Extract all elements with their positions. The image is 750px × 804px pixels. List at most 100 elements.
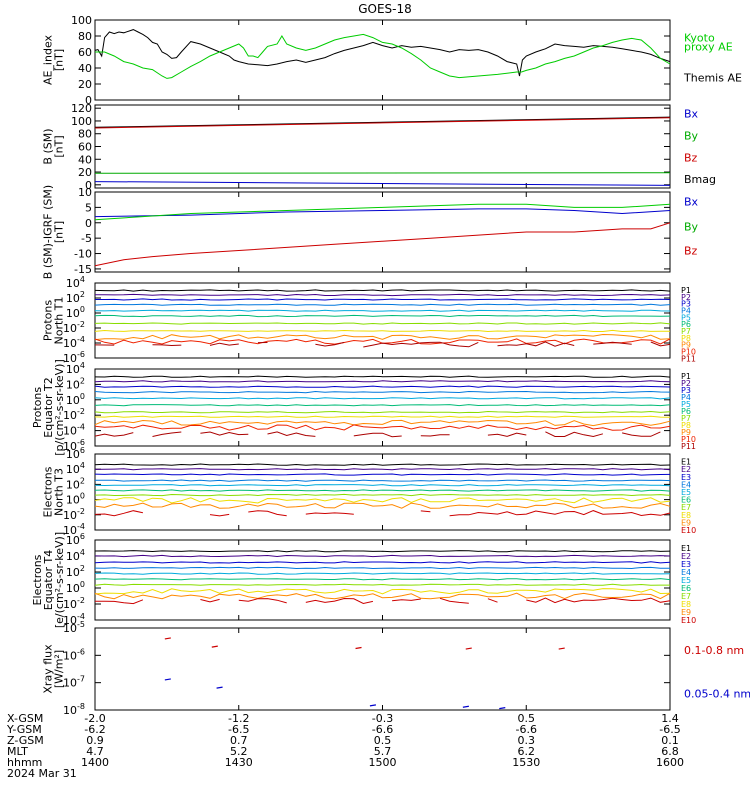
y-tick-exponent: -4 [77,335,85,344]
y-axis-label: North T3 [53,468,66,516]
date-label: 2024 Mar 31 [7,767,77,780]
y-tick-exponent: -8 [77,702,85,711]
y-tick-exponent: -2 [77,507,85,516]
channel-line [200,432,248,435]
y-tick-label: -15 [74,263,92,276]
data-point [463,706,469,707]
y-tick-exponent: -2 [77,320,85,329]
data-point [165,679,171,680]
series-line [95,223,670,266]
channel-line [95,480,670,481]
channel-line [153,345,182,346]
channel-line [95,381,670,382]
y-tick-label: 104 [66,275,85,290]
data-point [217,687,223,688]
channel-line [95,405,670,406]
channel-line [95,485,670,486]
plot-title: GOES-18 [358,2,412,16]
series-line [95,30,670,76]
y-tick-exponent: -7 [77,675,85,684]
legend-label: Bx [684,196,699,209]
panel-frame [95,628,670,710]
channel-line [210,343,239,345]
y-tick-label: 10-6 [63,647,85,662]
x-axis-value: 1600 [656,756,684,769]
y-tick-label: 20 [78,166,92,179]
legend-label: By [684,220,699,233]
channel-line [95,304,670,305]
legend-label: Themis AE [683,72,742,85]
channel-line [210,514,229,516]
data-point [356,648,362,649]
legend-label: 0.1-0.8 nm [684,644,744,657]
channel-line [200,599,219,601]
channel-line [95,330,670,331]
channel-line [95,490,670,491]
y-tick-label: 10-4 [63,335,85,350]
y-tick-exponent: -2 [77,596,85,605]
y-tick-label: 104 [66,461,85,476]
legend-label: By [684,130,699,143]
legend-label: Bz [684,244,698,257]
y-tick-exponent: 2 [80,376,85,385]
channel-line [440,598,469,603]
legend-label: Bmag [684,173,716,186]
y-tick-exponent: 4 [80,461,85,470]
data-point [499,708,505,709]
y-tick-label: 10-2 [63,507,85,522]
channel-label: E10 [681,526,696,535]
panel-frame [95,20,670,100]
channel-line [95,600,143,604]
channel-line [95,425,670,430]
y-tick-label: 102 [66,376,85,391]
channel-line [95,323,670,324]
y-tick-label: 106 [66,532,85,547]
channel-line [545,432,603,437]
y-tick-exponent: -4 [77,423,85,432]
y-tick-exponent: 0 [80,492,85,501]
y-tick-exponent: 2 [80,290,85,299]
y-axis-label: [e/(cm²-s-sr-keV)] [53,532,66,628]
channel-label: P11 [681,442,696,451]
y-tick-label: 102 [66,476,85,491]
channel-line [95,469,670,470]
channel-line [622,432,660,436]
channel-line [248,511,286,516]
y-tick-exponent: 0 [80,580,85,589]
y-tick-exponent: -6 [77,350,85,359]
y-axis-label: [nT] [53,49,66,71]
y-tick-label: 80 [78,128,92,141]
y-tick-label: -5 [81,232,92,245]
data-point [559,648,565,649]
x-axis-value: 1400 [81,756,109,769]
y-axis-label: [nT] [53,221,66,243]
y-tick-label: 10-2 [63,320,85,335]
panel-frame [95,105,670,188]
channel-line [95,555,670,556]
y-tick-exponent: 4 [80,361,85,370]
channel-line [95,503,670,508]
y-tick-label: 100 [66,492,85,507]
y-tick-label: -10 [74,248,92,261]
series-line [95,173,670,174]
x-axis-value: 1430 [225,756,253,769]
series-line [95,209,670,217]
channel-line [95,420,670,425]
panel-frame [95,192,670,272]
y-tick-label: 120 [71,102,92,115]
channel-line [95,376,670,377]
channel-line [306,599,373,604]
y-tick-exponent: 2 [80,476,85,485]
channel-line [95,464,670,465]
channel-line [95,494,670,495]
channel-line [95,315,670,316]
channel-line [488,433,526,436]
channel-line [95,290,670,291]
y-tick-label: 102 [66,290,85,305]
channel-line [95,474,670,475]
